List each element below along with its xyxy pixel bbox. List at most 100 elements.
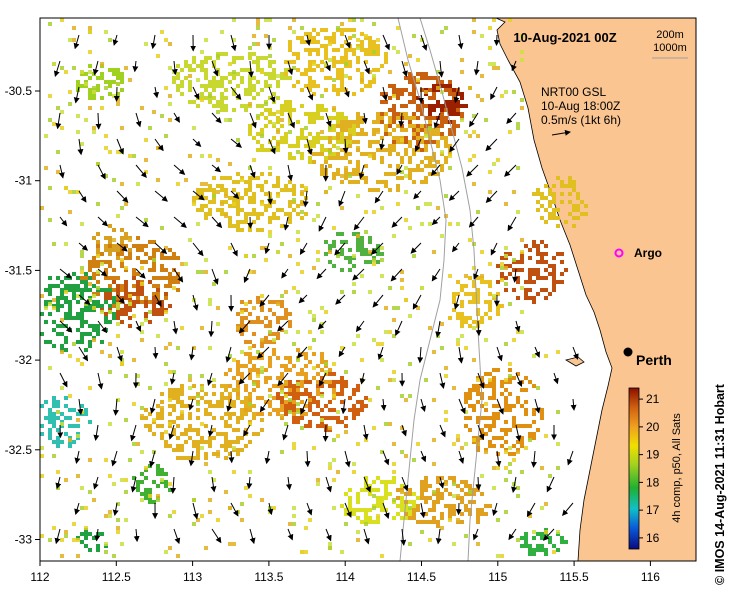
sst-pixel: [472, 266, 476, 270]
sst-pixel: [552, 192, 556, 196]
sst-pixel: [136, 480, 140, 484]
sst-pixel: [164, 472, 168, 476]
current-arrow: [173, 268, 184, 283]
sst-pixel: [192, 60, 196, 64]
sst-pixel: [48, 302, 52, 306]
sst-pixel: [256, 26, 260, 30]
sst-pixel: [340, 76, 344, 80]
sst-pixel: [360, 488, 364, 492]
sst-pixel: [300, 392, 304, 396]
sst-pixel: [136, 488, 140, 492]
sst-pixel: [56, 308, 60, 312]
sst-pixel: [168, 304, 172, 308]
sst-pixel: [420, 492, 424, 496]
x-tick-label: 113.5: [254, 570, 283, 584]
sst-pixel: [456, 316, 460, 320]
sst-pixel: [356, 508, 360, 512]
sst-pixel: [60, 344, 64, 348]
sst-pixel: [264, 18, 268, 22]
sst-pixel: [392, 498, 396, 502]
sst-pixel: [336, 26, 340, 30]
sst-pixel: [208, 444, 212, 448]
sst-pixel: [408, 500, 412, 504]
sst-pixel: [192, 440, 196, 444]
sst-pixel: [228, 162, 232, 166]
sst-pixel: [412, 500, 416, 504]
sst-pixel: [300, 426, 304, 430]
sst-pixel: [312, 352, 316, 356]
current-arrow: [78, 190, 87, 203]
sst-pixel: [252, 88, 256, 92]
sst-pixel: [68, 394, 72, 398]
sst-pixel: [76, 284, 80, 288]
sst-pixel: [252, 42, 256, 46]
sst-pixel: [248, 340, 252, 344]
sst-pixel: [52, 242, 56, 246]
sst-pixel: [124, 66, 128, 70]
sst-pixel: [560, 280, 564, 284]
sst-pixel: [140, 498, 144, 502]
sst-pixel: [400, 138, 404, 142]
sst-pixel: [80, 254, 84, 258]
sst-pixel: [292, 412, 296, 416]
sst-pixel: [252, 52, 256, 56]
sst-pixel: [388, 144, 392, 148]
sst-pixel: [528, 276, 532, 280]
sst-pixel: [252, 136, 256, 140]
sst-pixel: [308, 84, 312, 88]
sst-pixel: [252, 306, 256, 310]
sst-pixel: [344, 430, 348, 434]
sst-pixel: [400, 170, 404, 174]
sst-pixel: [300, 136, 304, 140]
sst-pixel: [176, 88, 180, 92]
current-arrow: [316, 268, 327, 280]
sst-pixel: [112, 72, 116, 76]
sst-pixel: [560, 252, 564, 256]
sst-pixel: [328, 186, 332, 190]
sst-pixel: [248, 52, 252, 56]
sst-pixel: [192, 498, 196, 502]
sst-pixel: [232, 92, 236, 96]
sst-pixel: [324, 56, 328, 60]
sst-pixel: [344, 416, 348, 420]
sst-pixel: [172, 280, 176, 284]
sst-pixel: [404, 398, 408, 402]
sst-pixel: [24, 308, 28, 312]
sst-pixel: [328, 542, 332, 546]
sst-pixel: [556, 280, 560, 284]
current-arrow: [511, 476, 517, 493]
sst-pixel: [424, 378, 428, 382]
sst-pixel: [328, 140, 332, 144]
current-arrow: [475, 476, 482, 491]
current-arrow: [431, 268, 441, 282]
sst-pixel: [336, 124, 340, 128]
sst-pixel: [432, 462, 436, 466]
sst-pixel: [220, 30, 224, 34]
sst-pixel: [124, 266, 128, 270]
sst-pixel: [400, 496, 404, 500]
current-arrow: [59, 268, 72, 279]
sst-pixel: [448, 128, 452, 132]
sst-pixel: [236, 204, 240, 208]
sst-pixel: [372, 426, 376, 430]
sst-pixel: [544, 196, 548, 200]
sst-pixel: [428, 76, 432, 80]
sst-pixel: [340, 290, 344, 294]
sst-pixel: [420, 160, 424, 164]
sst-pixel: [132, 154, 136, 158]
sst-pixel: [460, 316, 464, 320]
sst-pixel: [352, 470, 356, 474]
sst-pixel: [268, 54, 272, 58]
colorbar-label: 4h comp, p50, All Sats: [671, 413, 683, 523]
sst-pixel: [548, 216, 552, 220]
sst-pixel: [148, 300, 152, 304]
sst-pixel: [424, 480, 428, 484]
sst-pixel: [140, 300, 144, 304]
sst-pixel: [412, 116, 416, 120]
current-arrow: [169, 372, 176, 385]
current-arrow: [325, 60, 331, 72]
sst-pixel: [328, 250, 332, 254]
sst-pixel: [312, 84, 316, 88]
current-arrow: [238, 372, 251, 385]
current-arrow: [466, 164, 479, 177]
